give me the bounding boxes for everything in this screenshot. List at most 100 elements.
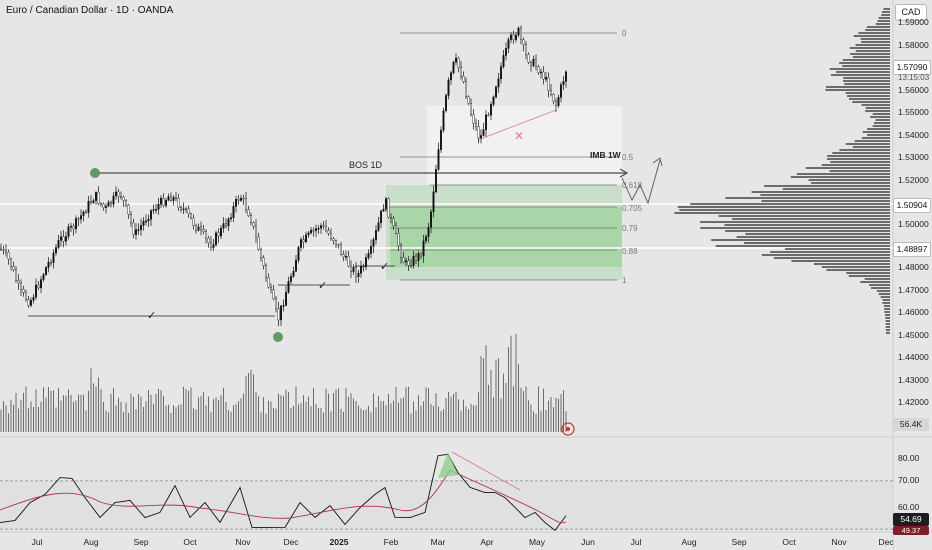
candle-body	[297, 247, 300, 261]
profile-bar	[873, 122, 890, 124]
candle-body	[505, 48, 508, 56]
volume-alert-dot	[566, 427, 570, 431]
symbol-title[interactable]: Euro / Canadian Dollar · 1D · OANDA	[6, 5, 174, 16]
candle-body	[472, 114, 475, 124]
profile-bar	[885, 332, 890, 334]
time-axis-label: 2025	[329, 537, 349, 547]
candle-body	[407, 260, 410, 266]
candle-body	[290, 276, 293, 282]
profile-bar	[751, 191, 890, 193]
candle-body	[179, 207, 182, 210]
currency-button[interactable]: CAD	[895, 4, 927, 21]
profile-bar	[866, 26, 890, 28]
profile-bar	[827, 155, 890, 157]
candle-body	[67, 226, 70, 237]
profile-bar	[884, 314, 890, 316]
projection-arrow	[652, 157, 663, 167]
candle-body	[97, 192, 100, 204]
candle-body	[312, 229, 315, 232]
profile-bar	[850, 53, 890, 55]
candle-body	[164, 199, 167, 206]
candle-body	[0, 247, 2, 250]
candle-body	[392, 218, 395, 227]
candle-body	[247, 209, 250, 216]
horizontal-line-tag-2: 1.48897	[893, 242, 931, 257]
fib-level-label: 0.79	[622, 224, 638, 233]
fib-level-label: 0.88	[622, 247, 638, 256]
candle-body	[262, 257, 265, 266]
profile-bar	[871, 287, 890, 289]
profile-bar	[865, 110, 890, 112]
candle-body	[277, 308, 280, 321]
candle-body	[92, 200, 95, 203]
candle-body	[219, 227, 222, 237]
candle-body	[315, 228, 318, 231]
time-axis-label: Dec	[878, 537, 894, 547]
profile-bar	[881, 11, 890, 13]
current-price-tag: 1.57090	[893, 60, 931, 75]
ote-zone-inner	[390, 207, 622, 267]
candle-body	[430, 211, 433, 228]
profile-bar	[883, 8, 890, 10]
profile-bar	[810, 182, 890, 184]
candle-body	[169, 196, 172, 201]
candle-body	[287, 281, 290, 293]
candle-body	[272, 289, 275, 299]
bos-label[interactable]: BOS 1D	[349, 160, 383, 170]
candle-body	[325, 225, 328, 231]
trendline	[477, 109, 557, 141]
candle-body	[432, 191, 435, 213]
candle-body	[119, 195, 122, 198]
candle-body	[285, 292, 288, 306]
price-axis-label: 1.53000	[898, 152, 929, 162]
candle-body	[124, 200, 127, 206]
profile-bar	[770, 251, 890, 253]
check-mark-1: ✓	[147, 310, 157, 322]
profile-bar	[854, 140, 890, 142]
candle-body	[452, 61, 455, 73]
candle-body	[302, 239, 305, 243]
candle-body	[209, 242, 212, 248]
candle-body	[35, 284, 38, 298]
profile-bar	[882, 299, 890, 301]
profile-bar	[825, 89, 890, 91]
candle-body	[20, 282, 23, 290]
candle-body	[412, 255, 415, 266]
profile-bar	[853, 35, 890, 37]
time-axis-label: Aug	[83, 537, 99, 547]
candle-body	[187, 208, 190, 215]
fib-level-label: 0.705	[622, 204, 643, 213]
profile-bar	[784, 248, 890, 250]
candle-body	[137, 229, 140, 231]
candle-body	[537, 66, 540, 73]
candle-body	[510, 34, 513, 40]
profile-bar	[842, 59, 890, 61]
candle-body	[342, 254, 345, 258]
candle-body	[295, 259, 298, 272]
candle-body	[460, 67, 463, 77]
candle-body	[89, 201, 92, 203]
pivot-high-dot	[90, 168, 100, 178]
candle-body	[465, 81, 468, 97]
time-axis-label: Sep	[133, 537, 149, 547]
time-axis-label: May	[528, 537, 546, 547]
profile-bar	[885, 317, 890, 319]
rsi-divergence-line	[451, 451, 521, 491]
candle-body	[184, 208, 187, 211]
profile-bar	[829, 68, 890, 70]
profile-bar	[761, 254, 890, 256]
price-axis-label: 1.59000	[898, 17, 929, 27]
profile-bar	[860, 281, 890, 283]
candle-body	[22, 289, 25, 293]
imb-label[interactable]: IMB 1W	[590, 150, 621, 160]
candle-body	[267, 276, 270, 288]
profile-bar	[845, 92, 890, 94]
candle-body	[527, 54, 530, 63]
candle-body	[445, 95, 448, 111]
profile-bar	[724, 224, 890, 226]
candle-body	[112, 195, 115, 205]
candle-body	[25, 292, 28, 300]
candle-body	[244, 198, 247, 210]
candle-body	[79, 215, 82, 220]
